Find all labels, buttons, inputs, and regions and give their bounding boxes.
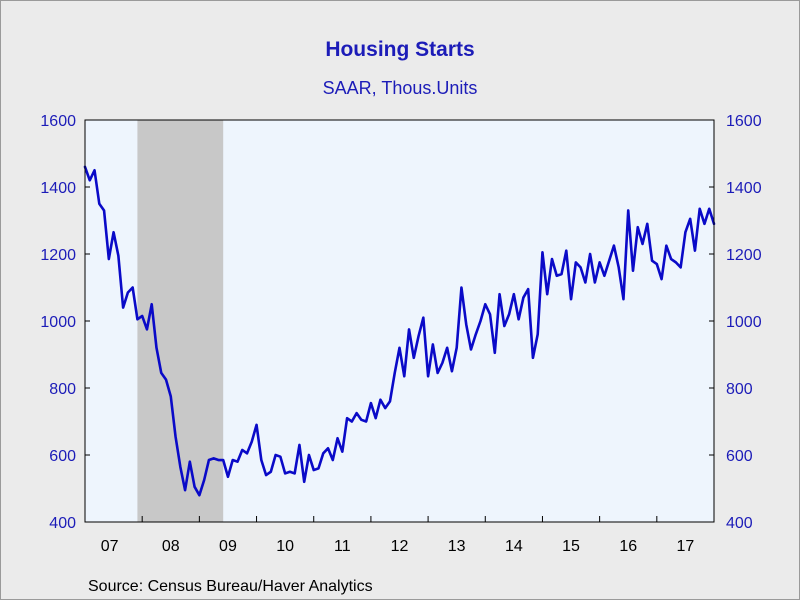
source-note: Source: Census Bureau/Haver Analytics (88, 578, 373, 595)
chart-title: Housing Starts (325, 38, 475, 61)
plot-border (84, 119, 715, 523)
x-tick-label: 17 (677, 538, 695, 555)
y-tick-label-right: 1600 (726, 113, 762, 130)
x-tick-label: 10 (276, 538, 294, 555)
series-group (83, 165, 716, 497)
y-tick-label-right: 1400 (726, 180, 762, 197)
chart-subtitle: SAAR, Thous.Units (322, 78, 478, 98)
recession-band (137, 120, 224, 522)
x-tick-label: 15 (562, 538, 580, 555)
y-tick-label-right: 600 (726, 448, 753, 465)
x-tick-label: 09 (219, 538, 237, 555)
y-tick-label-right: 1000 (726, 314, 762, 331)
x-tick-label: 16 (619, 538, 637, 555)
y-tick-label-left: 400 (49, 515, 76, 532)
tick-labels-group: 400 400 600 600 800 800 1000 1000 1200 1200 1400 14… (40, 113, 761, 555)
y-tick-label-right: 400 (726, 515, 753, 532)
y-tick-label-right: 800 (726, 381, 753, 398)
x-tick-label: 11 (334, 538, 351, 555)
y-tick-label-left: 1600 (40, 113, 76, 130)
recession-band-group (137, 120, 224, 522)
y-tick-label-left: 800 (49, 381, 76, 398)
x-tick-label: 13 (448, 538, 466, 555)
x-tick-label: 08 (162, 538, 180, 555)
x-tick-label: 07 (101, 538, 119, 555)
y-tick-label-left: 1000 (40, 314, 76, 331)
y-tick-label-left: 1200 (40, 247, 76, 264)
y-tick-label-left: 1400 (40, 180, 76, 197)
y-tick-label-left: 600 (49, 448, 76, 465)
x-tick-label: 14 (505, 538, 523, 555)
series-line (83, 165, 716, 497)
y-tick-label-right: 1200 (726, 247, 762, 264)
x-tick-label: 12 (391, 538, 409, 555)
